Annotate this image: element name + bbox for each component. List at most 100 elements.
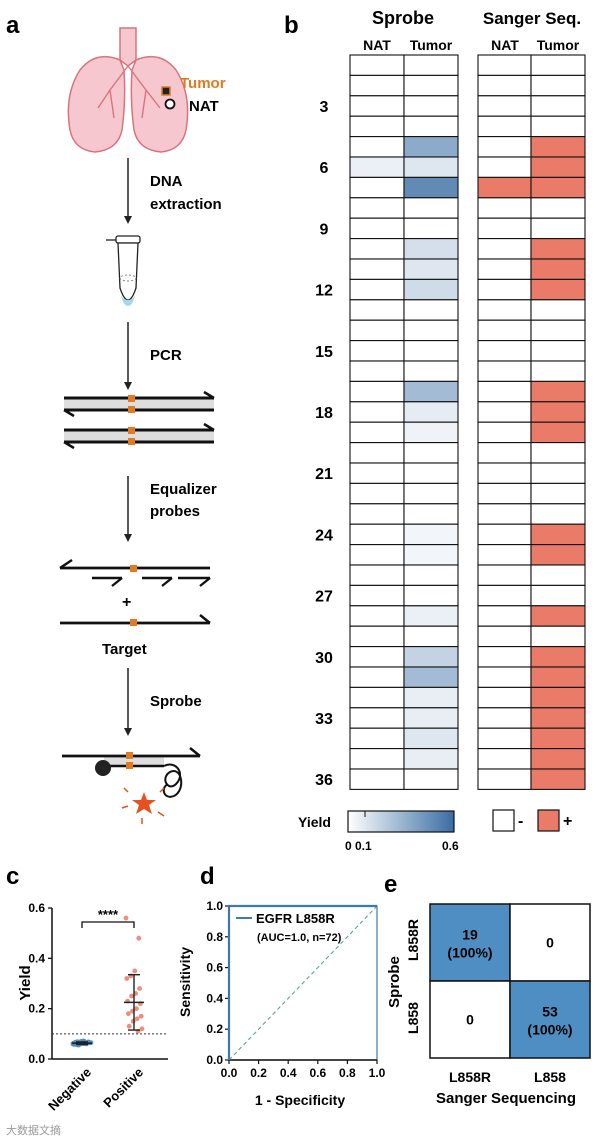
c-point-positive — [129, 993, 135, 999]
sanger-title: Sanger Seq. — [483, 9, 581, 28]
sanger-tumor-cell — [530, 95, 586, 117]
sprobe-tumor-cell — [403, 319, 459, 342]
sprobe-nat-cell — [349, 421, 405, 444]
sprobe-tumor-cell — [403, 727, 459, 750]
sprobe-tumor-cell — [403, 564, 459, 586]
sprobe-nat-cell — [349, 544, 405, 566]
sprobe-tumor-cell — [403, 299, 459, 321]
d-xtick-label: 0.8 — [339, 1066, 356, 1080]
sprobe-tumor-cell — [403, 523, 459, 546]
sanger-tumor-cell — [530, 523, 586, 546]
sprobe-col-nat: NAT — [363, 37, 391, 53]
tube-icon — [106, 235, 141, 306]
yield-color-scale — [347, 810, 455, 833]
sprobe-tumor-cell — [403, 197, 459, 219]
sanger-nat-cell — [477, 380, 532, 403]
sanger-nat-cell — [477, 360, 532, 382]
c-point-positive — [124, 976, 130, 981]
right-lung — [130, 55, 189, 153]
sanger-nat-cell — [477, 176, 532, 199]
sanger-tumor-cell — [530, 564, 586, 586]
panel-label-d: d — [200, 863, 215, 890]
sanger-tumor-cell — [530, 421, 586, 444]
sanger-nat-cell — [477, 646, 532, 668]
sprobe-tumor-cell — [403, 54, 459, 76]
sanger-nat-cell — [477, 299, 532, 321]
sanger-tumor-cell — [530, 646, 586, 668]
sanger-tumor-cell — [530, 74, 586, 97]
sanger-nat-cell — [477, 95, 532, 117]
d-ytick-label: 0.4 — [206, 991, 223, 1005]
sprobe-tumor-cell — [403, 605, 459, 627]
sanger-nat-cell — [477, 462, 532, 484]
sprobe-tumor-cell — [403, 646, 459, 668]
sprobe-nat-cell — [349, 401, 405, 423]
e-cell — [509, 903, 591, 982]
step-pcr: PCR — [150, 347, 182, 364]
d-xtick-label: 0.4 — [280, 1066, 297, 1080]
scale-tick-0: 0 — [345, 839, 352, 853]
sprobe-tumor-cell — [403, 217, 459, 240]
sanger-tumor-cell — [530, 768, 586, 790]
sprobe-nat-cell — [349, 523, 405, 546]
heatmap-row-label: 33 — [315, 711, 333, 728]
arrow-icon — [124, 322, 132, 390]
sprobe-nat-cell — [349, 197, 405, 219]
sanger-nat-cell — [477, 564, 532, 586]
sprobe-nat-cell — [349, 176, 405, 199]
step-equalizer-line1: Equalizer — [150, 481, 217, 498]
sprobe-nat-cell — [349, 605, 405, 627]
sanger-tumor-cell — [530, 360, 586, 382]
c-point-positive — [125, 1011, 131, 1017]
sanger-nat-cell — [477, 584, 532, 607]
e-cell-count: 0 — [546, 935, 554, 951]
c-point-positive — [138, 1013, 144, 1019]
sprobe-nat-cell — [349, 95, 405, 117]
sprobe-tumor-cell — [403, 136, 459, 158]
sprobe-tumor-cell — [403, 503, 459, 525]
d-ytick-label: 0.6 — [206, 961, 223, 975]
c-point-positive — [134, 1006, 139, 1012]
sprobe-nat-cell — [349, 686, 405, 709]
e-cell-count: 19 — [462, 927, 478, 943]
sanger-nat-cell — [477, 319, 532, 342]
sanger-nat-cell — [477, 421, 532, 444]
sprobe-nat-cell — [349, 564, 405, 586]
equalizer-probes-icon — [59, 558, 211, 626]
sanger-nat-cell — [477, 768, 532, 790]
sprobe-tumor-cell — [403, 686, 459, 709]
sanger-col-nat: NAT — [491, 37, 519, 53]
sprobe-tumor-cell — [403, 74, 459, 97]
sanger-nat-cell — [477, 238, 532, 260]
sprobe-tumor-cell — [403, 258, 459, 280]
sprobe-tumor-cell — [403, 421, 459, 444]
sanger-tumor-cell — [530, 136, 586, 158]
d-xtick-label: 0.2 — [250, 1066, 267, 1080]
sprobe-tumor-cell — [403, 707, 459, 729]
e-row-label-1: L858 — [405, 1002, 421, 1034]
sprobe-tumor-cell — [403, 401, 459, 423]
sprobe-tumor-cell — [403, 482, 459, 505]
legend-negative-swatch — [492, 809, 515, 832]
sanger-nat-cell — [477, 482, 532, 505]
sanger-nat-cell — [477, 258, 532, 280]
c-point-positive — [130, 1018, 136, 1024]
e-col-label-1: L858 — [534, 1069, 566, 1085]
dot-plot: 0.0 0.2 0.4 0.6 Negative Positive **** — [28, 901, 168, 1113]
sprobe-hybrid-icon — [62, 747, 201, 824]
sanger-nat-cell — [477, 666, 532, 688]
sanger-tumor-cell — [530, 544, 586, 566]
d-ytick-label: 0.8 — [206, 930, 223, 944]
heatmap-row-label: 12 — [315, 283, 333, 300]
nat-marker-icon — [164, 98, 176, 110]
heatmap-row-label: 6 — [320, 160, 329, 177]
sanger-tumor-cell — [530, 707, 586, 729]
d-xtick-label: 0.6 — [309, 1066, 326, 1080]
e-row-label-0: L858R — [405, 919, 421, 961]
heatmap-row-label: 3 — [320, 99, 329, 116]
sprobe-tumor-cell — [403, 544, 459, 566]
left-lung — [67, 55, 126, 153]
sanger-nat-cell — [477, 136, 532, 158]
sprobe-nat-cell — [349, 115, 405, 138]
